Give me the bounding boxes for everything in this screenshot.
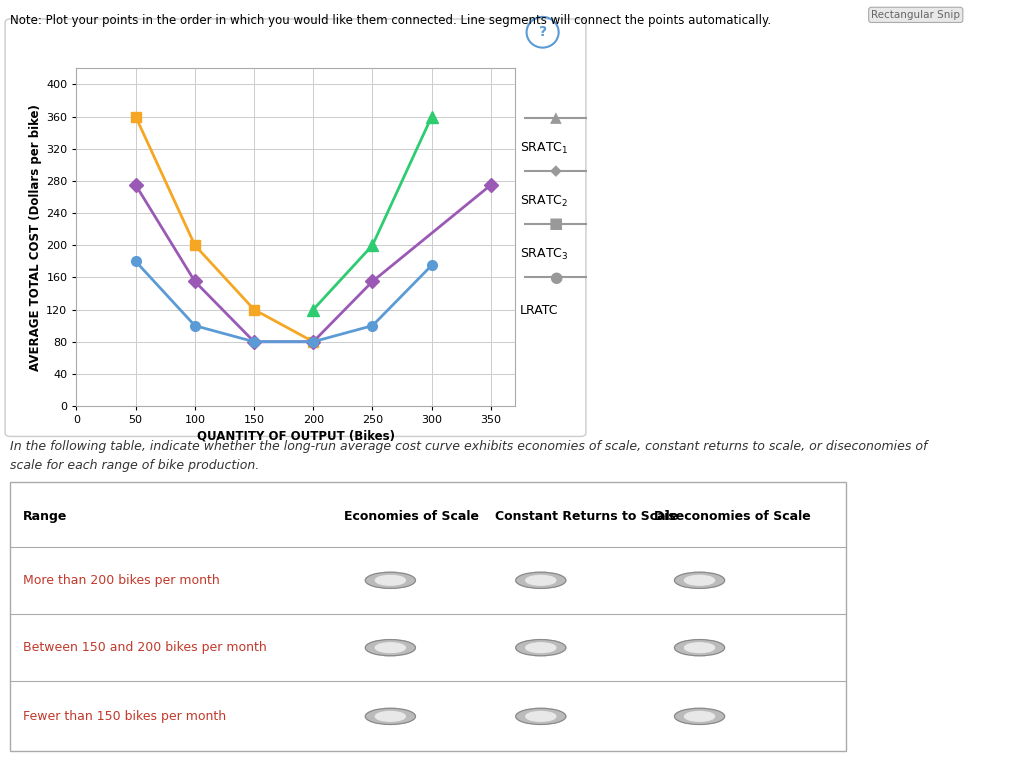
Circle shape	[526, 643, 555, 653]
Circle shape	[375, 711, 406, 721]
Text: ▲: ▲	[549, 110, 561, 125]
Circle shape	[375, 575, 406, 585]
Text: Constant Returns to Scale: Constant Returns to Scale	[495, 511, 678, 524]
Circle shape	[685, 575, 714, 585]
Text: ●: ●	[548, 269, 562, 285]
Circle shape	[675, 640, 725, 656]
Text: Rectangular Snip: Rectangular Snip	[871, 10, 960, 20]
Text: LRATC: LRATC	[520, 304, 558, 317]
Circle shape	[516, 708, 566, 724]
Text: More than 200 bikes per month: More than 200 bikes per month	[22, 574, 219, 587]
Text: Diseconomies of Scale: Diseconomies of Scale	[653, 511, 810, 524]
Text: Economies of Scale: Economies of Scale	[344, 511, 479, 524]
Text: Note: Plot your points in the order in which you would like them connected. Line: Note: Plot your points in the order in w…	[10, 14, 771, 27]
Text: ?: ?	[539, 25, 546, 39]
Circle shape	[365, 572, 416, 588]
Circle shape	[685, 643, 714, 653]
Circle shape	[526, 711, 555, 721]
Text: Range: Range	[22, 511, 67, 524]
Text: Between 150 and 200 bikes per month: Between 150 and 200 bikes per month	[22, 641, 267, 654]
FancyBboxPatch shape	[10, 482, 846, 751]
Text: Fewer than 150 bikes per month: Fewer than 150 bikes per month	[22, 710, 226, 723]
Text: SRATC$_2$: SRATC$_2$	[520, 194, 568, 209]
Circle shape	[516, 572, 566, 588]
Text: ◆: ◆	[549, 163, 561, 178]
Circle shape	[365, 640, 416, 656]
Circle shape	[675, 572, 725, 588]
Circle shape	[526, 575, 555, 585]
Circle shape	[675, 708, 725, 724]
Y-axis label: AVERAGE TOTAL COST (Dollars per bike): AVERAGE TOTAL COST (Dollars per bike)	[29, 104, 42, 370]
Text: SRATC$_3$: SRATC$_3$	[520, 247, 569, 262]
Text: scale for each range of bike production.: scale for each range of bike production.	[10, 459, 260, 472]
Circle shape	[365, 708, 416, 724]
X-axis label: QUANTITY OF OUTPUT (Bikes): QUANTITY OF OUTPUT (Bikes)	[197, 430, 394, 442]
Circle shape	[375, 643, 406, 653]
Text: In the following table, indicate whether the long-run average cost curve exhibit: In the following table, indicate whether…	[10, 440, 927, 453]
Text: SRATC$_1$: SRATC$_1$	[520, 140, 568, 156]
Text: ■: ■	[548, 216, 562, 231]
Circle shape	[685, 711, 714, 721]
Circle shape	[516, 640, 566, 656]
